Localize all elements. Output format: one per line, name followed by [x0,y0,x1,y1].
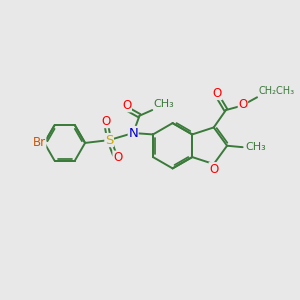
Text: CH₃: CH₃ [154,99,174,109]
Text: S: S [105,134,113,147]
Text: CH₃: CH₃ [245,142,266,152]
Text: O: O [238,98,248,111]
Text: Br: Br [33,136,46,149]
Text: CH₂CH₃: CH₂CH₃ [259,86,295,96]
Text: O: O [122,99,131,112]
Text: O: O [209,163,218,176]
Text: O: O [102,115,111,128]
Text: O: O [213,87,222,100]
Text: O: O [113,151,122,164]
Text: N: N [128,127,138,140]
